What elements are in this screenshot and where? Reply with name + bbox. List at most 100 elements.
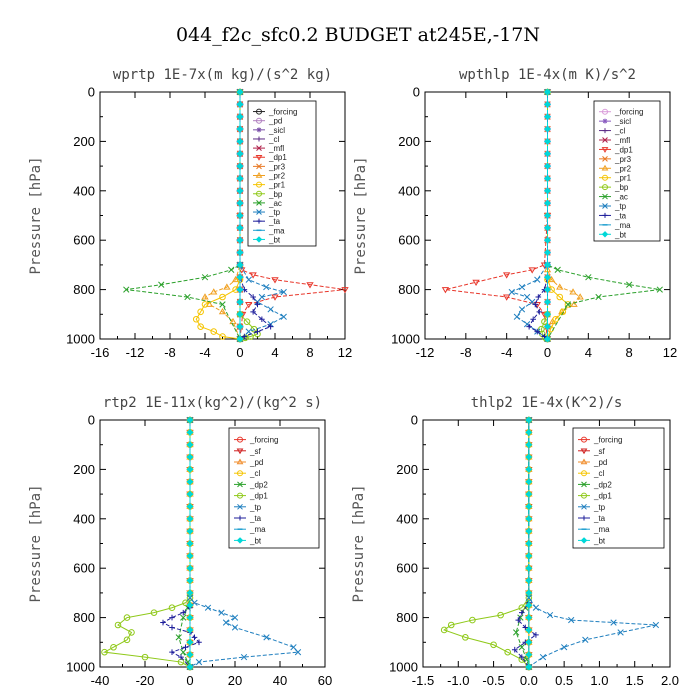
data-point: [513, 629, 520, 636]
series-dp1: [440, 416, 533, 671]
data-point: [552, 315, 559, 323]
data-point: [236, 273, 244, 281]
data-point: [236, 249, 244, 257]
y-tick-label: 800: [396, 610, 418, 625]
x-tick-label: 20: [228, 673, 242, 688]
data-point: [341, 287, 349, 294]
legend-entry: _tp: [249, 503, 262, 512]
data-point: [472, 279, 480, 286]
legend-marker: [581, 481, 587, 488]
data-point: [228, 266, 235, 273]
legend-marker: [581, 470, 587, 477]
y-tick-label: 800: [398, 282, 420, 297]
data-point: [525, 515, 533, 523]
data-point: [236, 211, 244, 220]
legend-entry: _ma: [614, 221, 631, 230]
data-point: [186, 614, 194, 622]
data-point: [128, 629, 135, 636]
legend-marker: [601, 164, 609, 171]
data-point: [513, 313, 521, 320]
data-point: [525, 663, 533, 671]
data-point: [543, 249, 552, 257]
data-point: [554, 266, 561, 273]
legend-marker: [601, 147, 609, 153]
y-tick-label: 800: [73, 610, 95, 625]
x-tick-label: 2.0: [661, 673, 679, 688]
legend-entry: _ta: [614, 211, 627, 220]
data-point: [518, 644, 525, 651]
data-point: [178, 654, 184, 660]
data-point: [231, 624, 239, 631]
legend-marker: [256, 108, 262, 115]
data-point: [236, 100, 244, 108]
panel-2: wpthlp 1E-4x(m K)/s^2 Pressure [hPa] -12 -8…: [353, 67, 677, 360]
y-axis-label: Pressure [hPa]: [351, 484, 367, 602]
data-point: [236, 323, 244, 331]
data-point: [525, 502, 533, 510]
legend-marker: [236, 458, 244, 465]
data-point: [180, 649, 187, 656]
legend-marker: [602, 118, 608, 124]
data-point: [271, 294, 279, 301]
legend-entry: _cl: [249, 469, 260, 478]
series-tp: [186, 416, 302, 671]
data-point: [525, 614, 533, 622]
x-tick-label: -12: [416, 345, 435, 360]
data-point: [610, 619, 617, 626]
legend-entry: _sicl: [268, 126, 285, 135]
data-point: [447, 621, 455, 629]
data-point: [186, 453, 194, 461]
data-point: [271, 277, 279, 284]
data-point: [532, 301, 539, 308]
legend-marker: [602, 108, 608, 115]
y-axis-label: Pressure [hPa]: [28, 156, 44, 274]
series-line: [178, 420, 191, 668]
data-point: [186, 564, 194, 572]
legend-entry: _dp1: [614, 145, 633, 154]
x-tick-label: 12: [338, 345, 352, 360]
y-tick-label: 400: [73, 511, 95, 526]
panel-title: wpthlp 1E-4x(m K)/s^2: [459, 67, 636, 83]
data-point: [236, 174, 244, 182]
data-point: [236, 199, 244, 207]
series-line: [510, 92, 548, 340]
legend-entry: _bp: [268, 190, 283, 199]
y-tick-label: 600: [73, 561, 95, 576]
legend-entry: _bt: [249, 536, 262, 545]
data-point: [236, 162, 244, 170]
legend-marker: [602, 174, 608, 181]
data-point: [184, 293, 191, 301]
legend-entry: _pr2: [614, 164, 632, 173]
data-point: [186, 577, 194, 585]
legend-entry: _dp1: [593, 492, 612, 501]
data-point: [546, 611, 554, 619]
legend-marker: [236, 537, 244, 544]
data-point: [223, 283, 231, 290]
legend-marker: [602, 156, 608, 162]
data-point: [182, 599, 189, 607]
data-point: [186, 490, 194, 498]
legend-entry: _sf: [593, 447, 605, 456]
data-point: [236, 335, 244, 343]
legend-marker: [602, 128, 608, 134]
x-tick-label: 4: [271, 345, 278, 360]
y-tick-label: 600: [398, 233, 420, 248]
data-point: [560, 644, 568, 651]
data-point: [231, 614, 239, 621]
x-tick-label: -1.5: [412, 673, 434, 688]
series-bt: [236, 88, 244, 343]
data-point: [243, 318, 251, 326]
legend-marker: [255, 172, 263, 178]
data-point: [245, 328, 252, 335]
panel-3: rtp2 1E-11x(kg^2)/(kg^2 s) Pressure [hPa]…: [28, 395, 332, 688]
data-point: [490, 641, 497, 649]
x-tick-label: -16: [91, 345, 110, 360]
legend-entry: _forcing: [614, 108, 643, 117]
data-point: [543, 174, 552, 182]
y-tick-label: 1000: [391, 332, 420, 347]
legend: _forcing_sicl_cl_mfl_dp1_pr3_pr2_pr1_bp_…: [593, 100, 661, 242]
legend-marker: [256, 136, 262, 142]
data-point: [440, 626, 448, 634]
data-point: [168, 604, 176, 612]
